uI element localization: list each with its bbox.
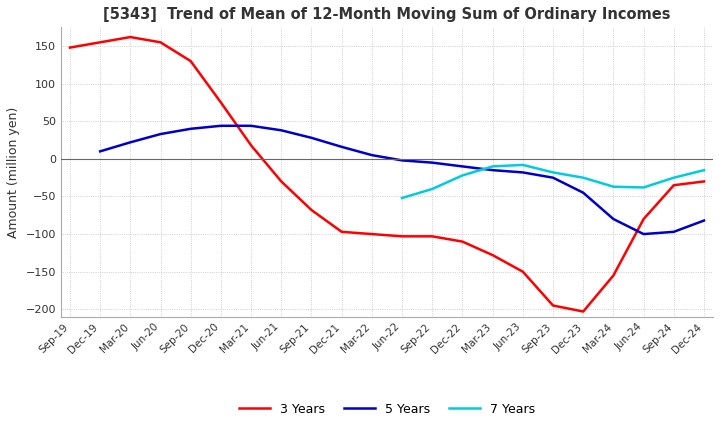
3 Years [549,303,557,308]
5 Years [397,158,406,163]
5 Years [670,229,678,235]
Line: 5 Years: 5 Years [100,126,704,234]
Title: [5343]  Trend of Mean of 12-Month Moving Sum of Ordinary Incomes: [5343] Trend of Mean of 12-Month Moving … [103,7,671,22]
7 Years [428,186,436,191]
3 Years [96,40,104,45]
5 Years [518,170,527,175]
5 Years [428,160,436,165]
7 Years [397,195,406,201]
3 Years [367,231,376,237]
Legend: 3 Years, 5 Years, 7 Years: 3 Years, 5 Years, 7 Years [234,398,540,421]
5 Years [126,139,135,145]
Line: 7 Years: 7 Years [402,165,704,198]
7 Years [549,170,557,175]
5 Years [186,126,195,132]
Y-axis label: Amount (million yen): Amount (million yen) [7,106,20,238]
7 Years [518,162,527,168]
5 Years [609,216,618,222]
3 Years [126,34,135,40]
3 Years [670,183,678,188]
5 Years [579,190,588,195]
3 Years [609,273,618,278]
5 Years [700,218,708,223]
7 Years [488,164,497,169]
3 Years [156,40,165,45]
7 Years [458,173,467,178]
3 Years [518,269,527,274]
5 Years [96,149,104,154]
3 Years [488,253,497,258]
5 Years [277,128,286,133]
3 Years [639,216,648,222]
3 Years [66,45,74,50]
3 Years [428,234,436,239]
7 Years [579,175,588,180]
5 Years [488,168,497,173]
5 Years [549,175,557,180]
5 Years [338,144,346,150]
7 Years [639,185,648,190]
Line: 3 Years: 3 Years [70,37,704,312]
5 Years [367,153,376,158]
5 Years [156,132,165,137]
3 Years [217,100,225,105]
3 Years [338,229,346,235]
3 Years [458,239,467,244]
5 Years [247,123,256,128]
3 Years [397,234,406,239]
3 Years [247,143,256,148]
5 Years [217,123,225,128]
5 Years [458,164,467,169]
3 Years [700,179,708,184]
3 Years [277,179,286,184]
3 Years [307,207,316,213]
7 Years [700,168,708,173]
3 Years [579,309,588,314]
7 Years [670,175,678,180]
5 Years [639,231,648,237]
3 Years [186,59,195,64]
5 Years [307,135,316,140]
7 Years [609,184,618,189]
